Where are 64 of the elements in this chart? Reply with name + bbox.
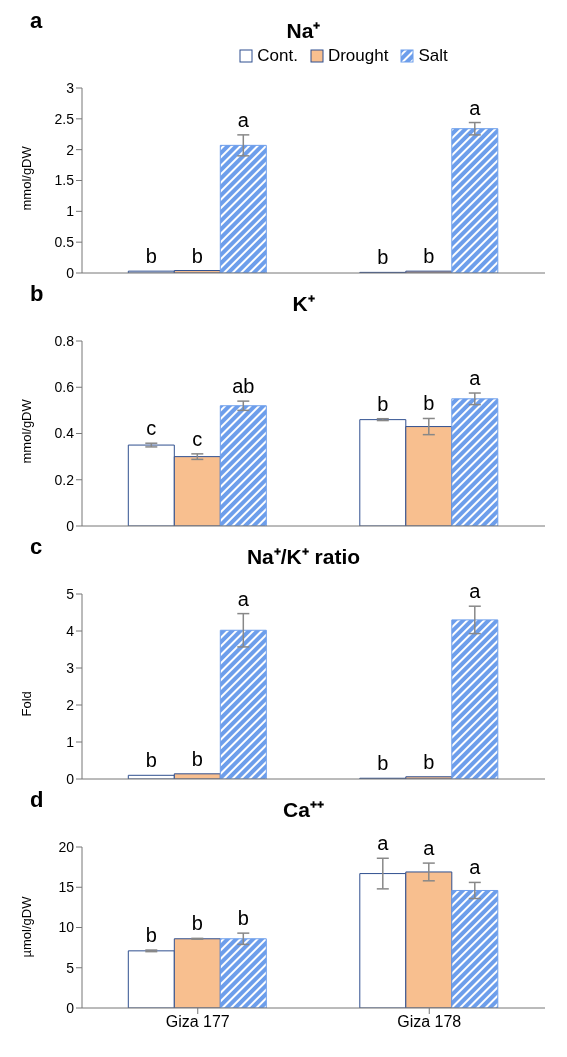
- y-axis-title: Fold: [18, 691, 34, 717]
- chart-title: K⁺: [291, 291, 316, 317]
- y-tick-label: 2.5: [54, 110, 75, 127]
- y-tick-label: 0.6: [54, 379, 75, 396]
- data-label: b: [145, 749, 157, 772]
- data-label: b: [377, 246, 389, 269]
- data-label: a: [469, 96, 482, 119]
- y-tick-label: 1: [66, 733, 75, 750]
- chart-title: Na⁺: [285, 18, 322, 44]
- y-tick-label: 0: [66, 264, 75, 281]
- y-tick-label: 4: [66, 622, 75, 639]
- y-tick-label: 1.5: [54, 172, 75, 189]
- data-label: b: [377, 752, 389, 775]
- data-label: b: [145, 924, 157, 947]
- data-label: a: [237, 587, 250, 610]
- data-label: b: [423, 245, 435, 268]
- legend-label: Cont.: [256, 46, 298, 66]
- y-tick-label: 0: [66, 770, 75, 787]
- data-label: b: [377, 392, 389, 415]
- y-tick-label: 0.5: [54, 234, 75, 251]
- data-label: a: [469, 580, 482, 603]
- chart-title: Na⁺/K⁺ ratio: [245, 544, 362, 570]
- legend-label: Drought: [326, 46, 389, 66]
- x-tick-label: Giza 178: [397, 1013, 462, 1031]
- text: a: [30, 8, 43, 34]
- data-label: a: [469, 367, 482, 390]
- text: c: [30, 534, 43, 560]
- data-label: b: [191, 244, 203, 267]
- y-tick-label: 0: [66, 999, 75, 1016]
- data-label: a: [423, 837, 436, 860]
- y-tick-label: 0.2: [54, 471, 75, 488]
- y-axis-title: mmol/gDW: [18, 145, 34, 211]
- y-tick-label: 0.4: [54, 425, 75, 442]
- text: b: [30, 281, 44, 307]
- x-tick-label: Giza 177: [165, 1013, 230, 1031]
- data-label: a: [237, 108, 250, 131]
- y-tick-label: 5: [66, 959, 75, 976]
- data-label: b: [423, 750, 435, 773]
- y-tick-label: 0: [66, 517, 75, 534]
- legend-label: Salt: [417, 46, 448, 66]
- y-tick-label: 2: [66, 141, 75, 158]
- data-label: a: [469, 856, 482, 879]
- chart-title: Ca⁺⁺: [282, 797, 325, 823]
- y-tick-label: 5: [66, 585, 75, 602]
- y-tick-label: 10: [58, 919, 75, 936]
- y-tick-label: 20: [58, 838, 75, 855]
- text: d: [30, 787, 44, 813]
- y-axis-title: mmol/gDW: [18, 398, 34, 464]
- data-label: b: [191, 747, 203, 770]
- data-label: b: [237, 907, 249, 930]
- y-tick-label: 3: [66, 659, 75, 676]
- data-label: ab: [232, 375, 255, 398]
- y-tick-label: 0.8: [54, 332, 75, 349]
- y-tick-label: 3: [66, 79, 75, 96]
- data-label: c: [192, 427, 203, 450]
- data-label: b: [191, 912, 203, 935]
- y-tick-label: 2: [66, 696, 75, 713]
- y-tick-label: 15: [58, 879, 75, 896]
- data-label: b: [423, 392, 435, 415]
- data-label: c: [146, 417, 157, 440]
- y-tick-label: 1: [66, 203, 75, 220]
- data-label: a: [377, 832, 390, 855]
- data-label: b: [145, 245, 157, 268]
- y-axis-title: µmol/gDW: [18, 895, 34, 958]
